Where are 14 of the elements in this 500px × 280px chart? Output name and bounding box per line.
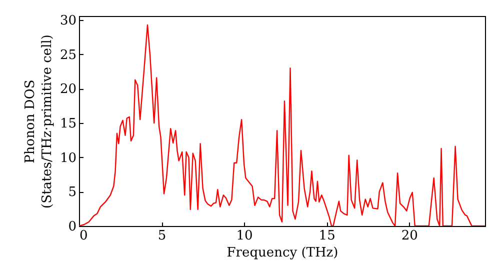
x-axis-title: Frequency (THz)	[226, 246, 338, 260]
x-tick-label: 5	[158, 228, 166, 244]
y-tick-label: 25	[60, 48, 76, 63]
x-tick-label: 10	[236, 228, 253, 244]
y-tick-label: 30	[60, 14, 76, 29]
y-tick-label: 20	[60, 82, 76, 98]
line-series	[79, 24, 485, 226]
x-tick-label: 15	[318, 228, 336, 244]
x-tick-label: 20	[401, 228, 418, 244]
y-axis-title: Phonon DOS (States/THz·primitive cell)	[22, 34, 55, 209]
y-tick-label: 5	[68, 185, 76, 200]
y-tick-label: 15	[60, 116, 76, 132]
y-tick-label: 10	[60, 150, 76, 166]
x-tick-label: 0	[80, 228, 88, 244]
